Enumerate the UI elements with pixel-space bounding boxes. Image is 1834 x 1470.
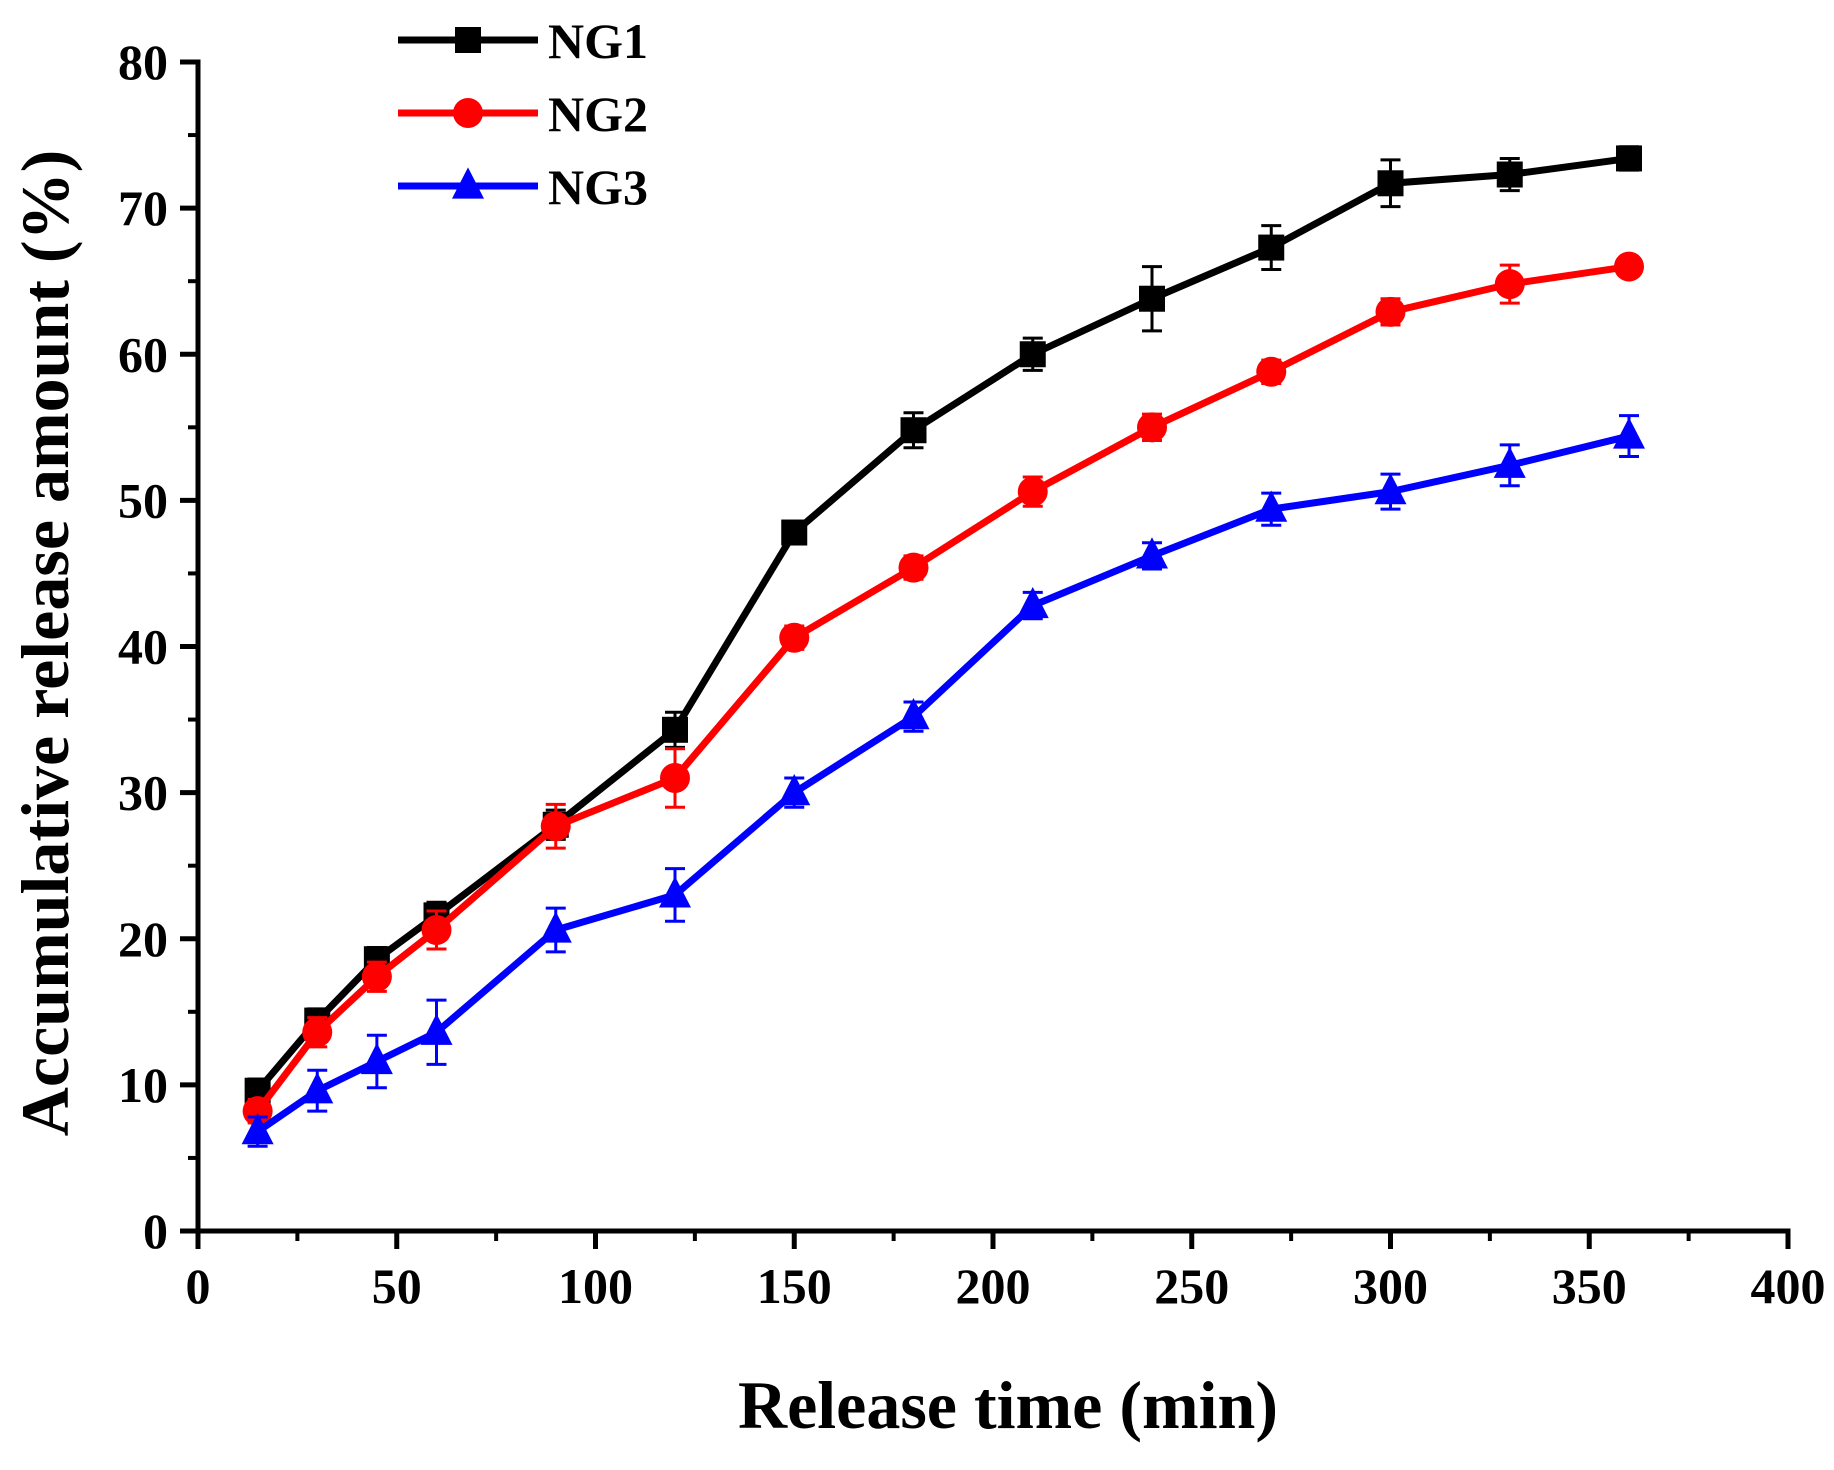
x-tick-label: 0	[186, 1258, 211, 1314]
series-line	[254, 154, 1630, 1093]
y-tick-label: 70	[118, 180, 168, 236]
series-line	[255, 432, 1630, 1135]
legend: NG1 NG2 NG3	[398, 13, 648, 215]
data-point	[778, 774, 811, 806]
x-tick-label: 200	[956, 1258, 1031, 1314]
axes: 0 50 100 150 200 250 300 350 400 0 10 20 30 40 50 60 70 8…	[118, 34, 1826, 1314]
data-point	[1139, 285, 1165, 312]
y-tick-label: 30	[118, 765, 168, 821]
y-tick-label: 10	[118, 1057, 168, 1113]
data-point	[1494, 269, 1525, 300]
data-point	[659, 876, 691, 908]
y-tick-label: 80	[118, 34, 168, 90]
data-point	[1019, 341, 1046, 368]
legend-label: NG3	[548, 159, 648, 215]
data-point	[360, 1042, 393, 1075]
data-point	[242, 1096, 273, 1127]
data-point	[1137, 412, 1167, 443]
y-tick-label: 40	[118, 619, 168, 675]
data-point	[420, 1013, 453, 1045]
data-point	[1255, 490, 1288, 522]
data-point	[660, 763, 690, 794]
legend-marker	[453, 98, 483, 128]
x-tick-label: 300	[1353, 1258, 1428, 1314]
data-point	[1616, 145, 1642, 172]
legend-label: NG2	[548, 86, 648, 142]
legend-label: NG1	[548, 13, 648, 69]
plot-series	[241, 145, 1645, 1148]
y-tick-label: 60	[118, 326, 168, 382]
legend-item-ng2: NG2	[398, 86, 648, 142]
legend-item-ng1: NG1	[398, 13, 648, 69]
x-tick-label: 400	[1751, 1258, 1826, 1314]
series-ng3	[241, 414, 1645, 1148]
series-ng1	[244, 145, 1642, 1104]
data-point	[302, 1017, 333, 1048]
data-point	[662, 716, 688, 743]
data-point	[421, 914, 452, 945]
y-tick-label: 50	[118, 472, 168, 528]
y-axis-title: Accumulative release amount (%)	[7, 150, 83, 1136]
legend-marker	[452, 167, 484, 199]
x-tick-label: 250	[1154, 1258, 1229, 1314]
data-point	[1613, 417, 1645, 449]
x-tick-label: 50	[372, 1258, 422, 1314]
y-tick-label: 20	[118, 911, 168, 967]
data-point	[1493, 446, 1526, 478]
data-point	[1136, 537, 1168, 569]
legend-item-ng3: NG3	[398, 159, 648, 215]
data-point	[1256, 356, 1287, 387]
data-point	[1496, 161, 1523, 188]
data-point	[1258, 234, 1285, 261]
data-point	[898, 552, 929, 583]
data-point	[301, 1072, 334, 1104]
data-point	[900, 417, 927, 444]
series-ng2	[242, 251, 1644, 1127]
data-point	[539, 911, 572, 943]
data-point	[1377, 170, 1404, 197]
data-point	[781, 519, 808, 546]
data-point	[540, 811, 571, 842]
data-point	[241, 1113, 274, 1145]
x-axis-title: Release time (min)	[738, 1367, 1278, 1443]
data-point	[361, 961, 392, 992]
data-point	[897, 698, 930, 730]
data-point	[1016, 586, 1049, 619]
data-point	[779, 622, 810, 653]
data-point	[1374, 473, 1407, 505]
y-tick-label: 0	[143, 1203, 168, 1259]
data-point	[1017, 476, 1048, 507]
legend-marker	[455, 27, 481, 53]
x-tick-label: 100	[558, 1258, 633, 1314]
x-tick-label: 150	[757, 1258, 832, 1314]
data-point	[1375, 296, 1406, 327]
data-point	[1614, 251, 1644, 282]
x-tick-label: 350	[1552, 1258, 1627, 1314]
